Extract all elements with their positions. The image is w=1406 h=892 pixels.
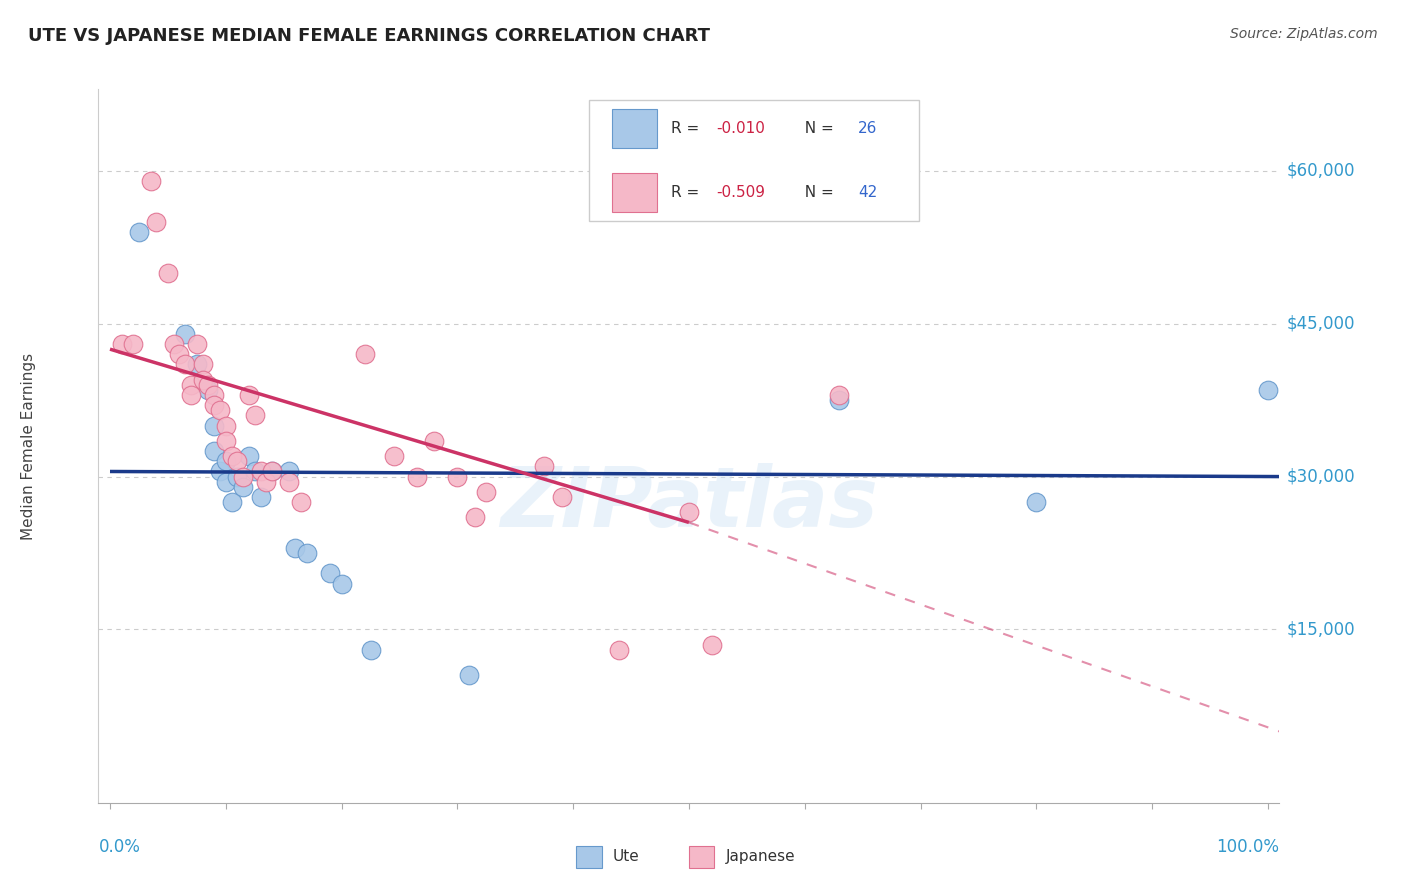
Point — [128, 225, 150, 239]
Point — [290, 495, 312, 509]
Text: 100.0%: 100.0% — [1216, 838, 1279, 856]
Text: ZIPatlas: ZIPatlas — [501, 463, 877, 543]
Text: R =: R = — [671, 186, 704, 200]
Point — [464, 510, 486, 524]
Point — [221, 495, 243, 509]
Point — [232, 469, 254, 483]
Point — [215, 434, 238, 448]
Point — [145, 215, 167, 229]
Point — [186, 337, 208, 351]
Point — [353, 347, 375, 361]
Point — [180, 377, 202, 392]
FancyBboxPatch shape — [612, 109, 657, 148]
Point — [202, 444, 225, 458]
Point — [208, 403, 231, 417]
Point — [382, 449, 405, 463]
Text: R =: R = — [671, 121, 704, 136]
Point — [202, 418, 225, 433]
Point — [156, 266, 179, 280]
Point — [475, 484, 498, 499]
Point — [110, 337, 132, 351]
Point — [446, 469, 468, 483]
Text: $15,000: $15,000 — [1286, 621, 1355, 639]
FancyBboxPatch shape — [612, 173, 657, 212]
Text: Source: ZipAtlas.com: Source: ZipAtlas.com — [1230, 27, 1378, 41]
Text: N =: N = — [796, 121, 839, 136]
Point — [1025, 495, 1047, 509]
Point — [278, 465, 301, 479]
Point — [238, 388, 260, 402]
Point — [295, 546, 318, 560]
Point — [360, 643, 382, 657]
Point — [249, 490, 271, 504]
Point — [226, 454, 249, 468]
Point — [191, 373, 214, 387]
Text: -0.509: -0.509 — [716, 186, 765, 200]
Text: $45,000: $45,000 — [1286, 315, 1355, 333]
Point — [609, 643, 631, 657]
Point — [191, 358, 214, 372]
Point — [243, 465, 266, 479]
Text: 26: 26 — [858, 121, 877, 136]
Point — [186, 358, 208, 372]
Point — [405, 469, 427, 483]
Point — [284, 541, 307, 555]
Text: Japanese: Japanese — [725, 849, 796, 863]
Text: Ute: Ute — [613, 849, 640, 863]
Point — [423, 434, 446, 448]
Point — [226, 469, 249, 483]
Point — [458, 668, 481, 682]
Point — [174, 358, 197, 372]
Text: $60,000: $60,000 — [1286, 161, 1355, 180]
Point — [215, 454, 238, 468]
Point — [249, 465, 271, 479]
Point — [197, 383, 219, 397]
Text: -0.010: -0.010 — [716, 121, 765, 136]
Point — [215, 418, 238, 433]
Point — [254, 475, 277, 489]
Point — [330, 576, 353, 591]
Point — [243, 409, 266, 423]
Point — [550, 490, 572, 504]
Point — [678, 505, 700, 519]
Point — [828, 393, 851, 408]
Point — [197, 377, 219, 392]
Point — [828, 388, 851, 402]
Point — [232, 480, 254, 494]
Point — [163, 337, 186, 351]
Point — [208, 465, 231, 479]
Point — [533, 459, 555, 474]
Point — [238, 449, 260, 463]
Point — [174, 326, 197, 341]
Point — [202, 388, 225, 402]
Text: Median Female Earnings: Median Female Earnings — [21, 352, 35, 540]
Point — [215, 475, 238, 489]
Point — [202, 398, 225, 412]
Point — [139, 174, 162, 188]
Point — [1257, 383, 1279, 397]
Point — [169, 347, 191, 361]
Point — [319, 566, 342, 581]
Text: 42: 42 — [858, 186, 877, 200]
Text: $30,000: $30,000 — [1286, 467, 1355, 485]
Point — [262, 465, 284, 479]
Point — [180, 388, 202, 402]
Text: UTE VS JAPANESE MEDIAN FEMALE EARNINGS CORRELATION CHART: UTE VS JAPANESE MEDIAN FEMALE EARNINGS C… — [28, 27, 710, 45]
Point — [700, 638, 723, 652]
Point — [262, 465, 284, 479]
FancyBboxPatch shape — [589, 100, 920, 221]
Point — [278, 475, 301, 489]
Text: N =: N = — [796, 186, 839, 200]
Point — [122, 337, 145, 351]
Text: 0.0%: 0.0% — [98, 838, 141, 856]
Point — [221, 449, 243, 463]
